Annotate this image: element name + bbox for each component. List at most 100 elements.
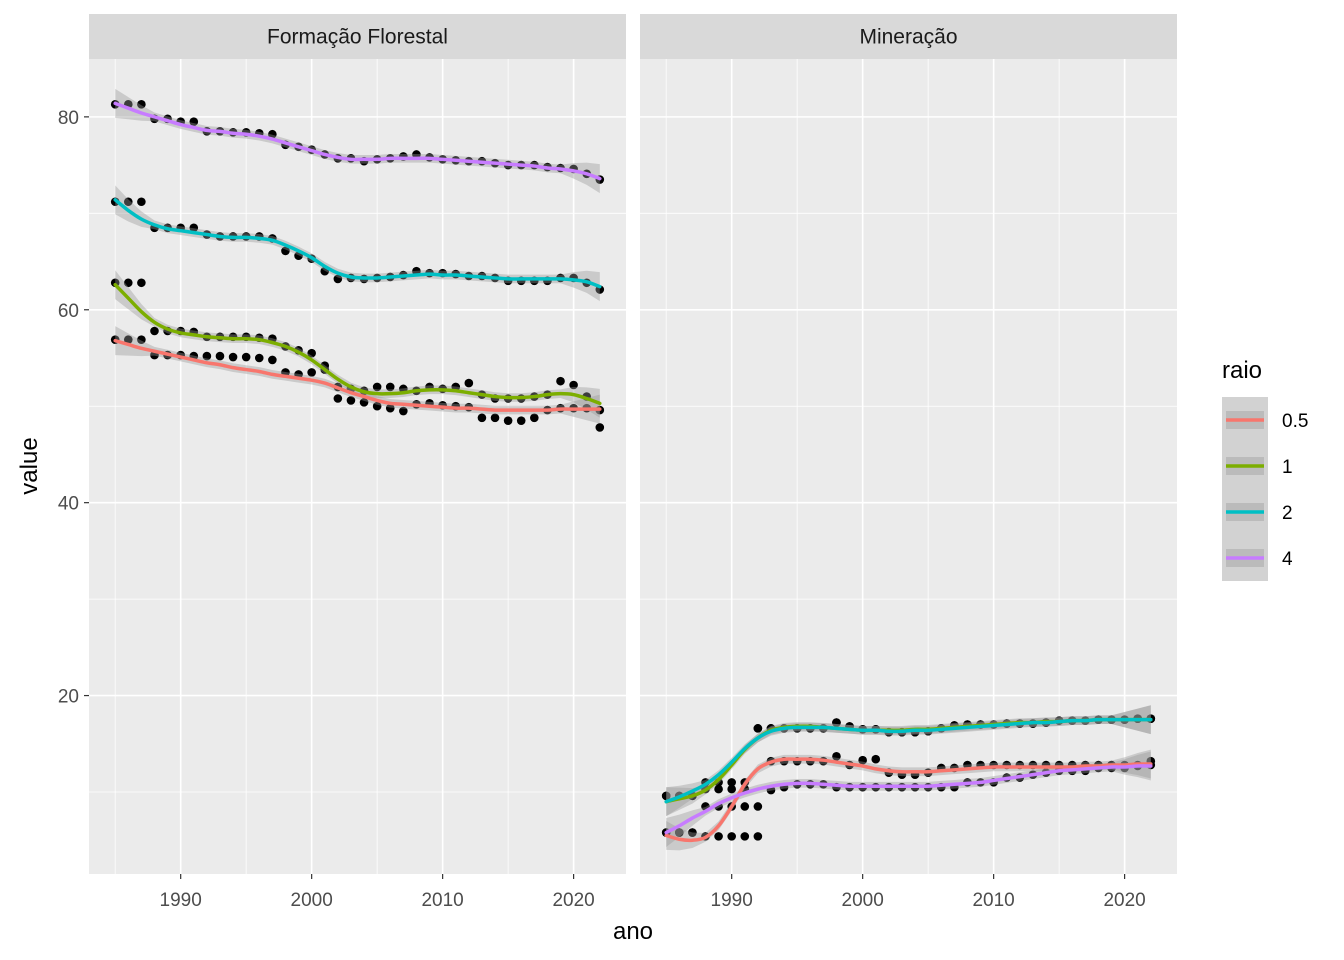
smooth-line-4 xyxy=(664,764,1153,835)
y-tick-label: 40 xyxy=(58,494,79,515)
data-point xyxy=(137,197,146,207)
data-point xyxy=(123,335,133,344)
data-point xyxy=(595,423,605,432)
smooth-lines-layer xyxy=(113,101,602,412)
y-tick-label: 20 xyxy=(58,687,79,708)
data-point xyxy=(372,382,382,392)
confidence-ribbon xyxy=(115,326,600,424)
legend-label: 0.5 xyxy=(1282,411,1308,432)
x-tick-label: 2020 xyxy=(1103,890,1145,911)
data-point xyxy=(254,353,264,363)
x-tick-label: 2010 xyxy=(421,890,463,911)
data-point xyxy=(359,398,369,407)
y-axis-title-group: value xyxy=(16,437,43,494)
data-point xyxy=(333,394,343,403)
x-axis-title-group: ano xyxy=(613,918,653,945)
data-point xyxy=(490,413,500,423)
facet-strip xyxy=(89,14,626,59)
data-point xyxy=(346,396,356,405)
x-tick-label: 2000 xyxy=(842,890,884,911)
data-point xyxy=(372,401,382,411)
data-point xyxy=(202,351,212,361)
data-point xyxy=(832,752,841,761)
legend-label: 2 xyxy=(1282,503,1293,524)
smooth-lines-layer xyxy=(664,717,1153,843)
data-point xyxy=(727,784,736,794)
smooth-line-1 xyxy=(113,282,602,406)
data-point xyxy=(569,380,578,390)
data-point xyxy=(307,368,316,377)
data-point xyxy=(688,828,697,837)
data-point xyxy=(832,718,841,727)
data-point xyxy=(137,100,146,109)
smooth-line-4 xyxy=(113,101,602,181)
x-tick-label: 2020 xyxy=(552,890,594,911)
data-point xyxy=(307,348,316,358)
legend: raio 0.5 1 2 4 xyxy=(1222,357,1308,581)
data-point xyxy=(714,832,723,841)
data-point xyxy=(674,828,684,837)
data-point xyxy=(530,413,539,423)
data-point xyxy=(661,791,671,801)
x-tick-label: 1990 xyxy=(160,890,202,911)
data-point xyxy=(464,378,474,388)
x-tick-label: 2000 xyxy=(291,890,333,911)
facet-strip xyxy=(640,14,1177,59)
data-point xyxy=(385,382,395,392)
data-point xyxy=(189,117,199,126)
data-point xyxy=(333,274,343,284)
smooth-line-0.5 xyxy=(664,757,1153,843)
data-point xyxy=(477,413,487,423)
data-point xyxy=(241,352,251,362)
data-point xyxy=(727,832,736,841)
data-point xyxy=(268,129,277,139)
legend-title: raio xyxy=(1222,357,1262,384)
confidence-ribbon xyxy=(666,705,1151,817)
y-tick-label: 60 xyxy=(58,301,79,322)
data-point xyxy=(727,778,736,787)
x-tick-label: 2010 xyxy=(972,890,1014,911)
data-point xyxy=(215,351,225,361)
data-point xyxy=(268,355,277,365)
panel-data xyxy=(110,88,605,432)
data-point xyxy=(858,755,867,765)
data-point xyxy=(137,335,146,344)
legend-label: 1 xyxy=(1282,457,1293,478)
data-point xyxy=(137,278,146,288)
data-point xyxy=(503,416,513,425)
confidence-ribbon xyxy=(666,749,1151,851)
data-point xyxy=(740,832,750,841)
facet-panel: Mineração 1990 2000 2010 2020 xyxy=(640,14,1177,911)
panel-data xyxy=(661,705,1156,851)
panel-background xyxy=(89,59,626,874)
data-point xyxy=(753,724,763,733)
smooth-line-2 xyxy=(664,717,1153,804)
data-point xyxy=(871,754,881,764)
smooth-line-0.5 xyxy=(113,338,602,412)
y-tick-label: 80 xyxy=(58,108,79,129)
data-point xyxy=(753,802,763,811)
panel-background xyxy=(640,59,1177,874)
legend-label: 4 xyxy=(1282,549,1293,570)
data-point xyxy=(516,416,526,425)
x-tick-label: 1990 xyxy=(711,890,753,911)
facet-strip-label: Mineração xyxy=(859,26,957,49)
data-point xyxy=(740,802,750,811)
smooth-line-2 xyxy=(113,198,602,289)
data-point xyxy=(399,406,408,416)
data-point xyxy=(123,197,133,207)
data-point xyxy=(228,352,238,362)
facet-strip-label: Formação Florestal xyxy=(267,26,448,49)
data-point xyxy=(753,832,763,841)
data-point xyxy=(714,784,723,794)
confidence-ribbon xyxy=(666,705,1151,817)
x-axis-title: ano xyxy=(613,918,653,945)
data-point xyxy=(281,246,290,256)
data-point xyxy=(189,223,199,233)
data-point xyxy=(385,403,395,413)
data-point xyxy=(150,326,159,336)
data-point xyxy=(556,376,565,386)
